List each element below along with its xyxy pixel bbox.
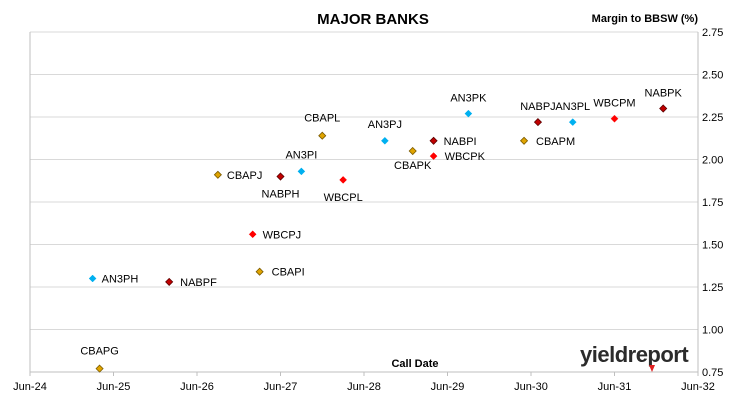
point-cbapg: [95, 364, 104, 373]
point-an3ph: [88, 274, 97, 283]
point-label-nabpi: NABPI: [444, 136, 477, 148]
point-label-wbcpk: WBCPK: [445, 151, 486, 163]
grid-lines: [30, 31, 698, 373]
point-label-cbapg: CBAPG: [80, 346, 119, 358]
point-an3pl: [568, 118, 577, 126]
x-tick-label: Jun-29: [431, 381, 465, 393]
point-label-an3pk: AN3PK: [450, 93, 487, 105]
point-wbcpl: [339, 176, 347, 184]
x-tick-label: Jun-32: [681, 381, 715, 393]
x-tick-label: Jun-24: [13, 381, 47, 393]
point-nabpi: [429, 136, 438, 145]
point-cbapi: [255, 267, 264, 276]
x-tick-label: Jun-26: [180, 381, 214, 393]
point-label-nabph: NABPH: [262, 189, 300, 201]
point-wbcpm: [610, 114, 619, 123]
logo-accent-triangle: [649, 365, 655, 372]
point-label-cbapm: CBAPM: [536, 136, 575, 148]
x-tick-label: Jun-31: [598, 381, 632, 393]
point-label-cbapk: CBAPK: [394, 160, 432, 172]
point-cbapl: [318, 131, 327, 140]
y-tick-label: 1.00: [702, 325, 723, 337]
point-label-nabpj: NABPJ: [520, 101, 555, 113]
y-tick-label: 1.25: [702, 282, 723, 294]
point-nabpk: [659, 104, 668, 113]
point-an3pj: [381, 136, 389, 145]
y-axis-title: Margin to BBSW (%): [592, 13, 699, 25]
y-tick-label: 2.50: [702, 70, 723, 82]
point-label-nabpf: NABPF: [180, 277, 217, 289]
point-cbapj: [213, 170, 222, 179]
point-an3pi: [297, 167, 306, 176]
point-label-wbcpl: WBCPL: [324, 192, 363, 204]
point-label-cbapj: CBAPJ: [227, 170, 262, 182]
point-label-wbcpj: WBCPJ: [263, 229, 302, 241]
point-label-nabpk: NABPK: [645, 88, 683, 100]
point-wbcpj: [248, 230, 257, 239]
point-label-an3pi: AN3PI: [285, 149, 317, 161]
point-cbapk: [408, 146, 417, 156]
point-wbcpk: [429, 152, 438, 160]
point-label-an3pj: AN3PJ: [368, 119, 402, 131]
x-axis-title: Call Date: [391, 358, 438, 370]
point-label-cbapl: CBAPL: [304, 113, 340, 125]
point-label-wbcpm: WBCPM: [593, 98, 635, 110]
y-tick-label: 1.50: [702, 240, 723, 252]
y-tick-label: 2.75: [702, 27, 723, 39]
y-tick-labels: 0.75 1.00 1.25 1.50 1.75 2.00 2.25 2.50 2.75: [702, 27, 723, 379]
x-tick-label: Jun-27: [264, 381, 298, 393]
x-tick-labels: Jun-24 Jun-25 Jun-26 Jun-27 Jun-28 Jun-29 Jun-…: [13, 381, 715, 393]
data-points: [88, 104, 668, 373]
point-label-an3ph: AN3PH: [102, 274, 139, 286]
point-label-an3pl: AN3PL: [555, 101, 590, 113]
axes: [29, 32, 699, 376]
point-labels: AN3PH AN3PI AN3PJ AN3PK AN3PL CBAPG CBAPJ CBAPI…: [80, 88, 682, 358]
point-nabpj: [533, 118, 543, 127]
yieldreport-logo: yieldreport: [580, 342, 690, 372]
point-nabpf: [165, 277, 174, 286]
x-tick-label: Jun-30: [514, 381, 548, 393]
y-tick-label: 2.25: [702, 112, 723, 124]
logo-text: yieldreport: [580, 342, 689, 367]
point-an3pk: [464, 109, 473, 118]
x-tick-label: Jun-28: [347, 381, 381, 393]
point-cbapm: [519, 136, 529, 145]
point-label-cbapi: CBAPI: [272, 267, 305, 279]
y-tick-label: 1.75: [702, 197, 723, 209]
y-tick-label: 2.00: [702, 155, 723, 167]
x-tick-label: Jun-25: [97, 381, 131, 393]
y-tick-label: 0.75: [702, 367, 723, 379]
point-nabph: [276, 172, 285, 181]
chart-title: MAJOR BANKS: [317, 11, 429, 28]
